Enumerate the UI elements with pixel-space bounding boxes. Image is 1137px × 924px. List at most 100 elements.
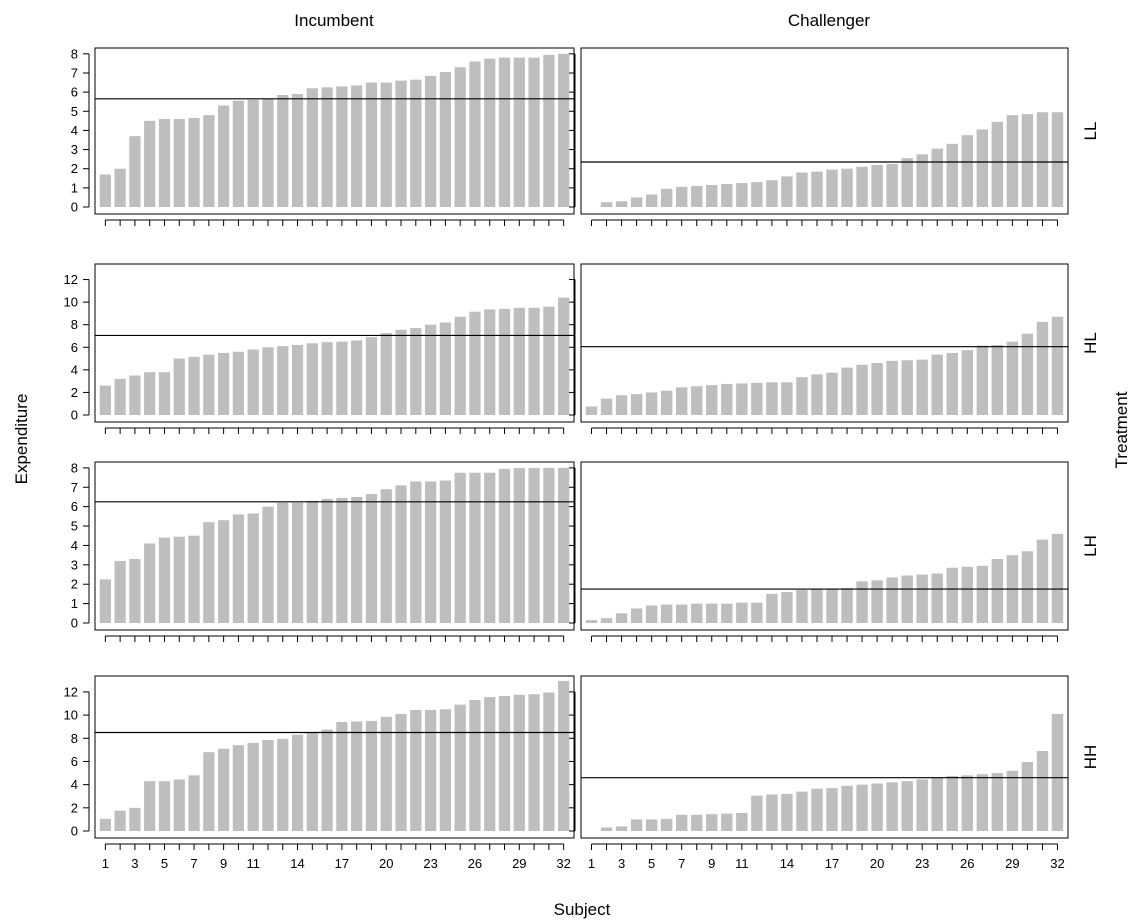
bar (961, 566, 973, 623)
bar (218, 520, 230, 623)
bar (498, 695, 511, 831)
y-tick-label: 10 (64, 708, 78, 723)
bar (129, 136, 141, 207)
bar (1036, 112, 1049, 207)
bar (439, 709, 451, 831)
bar (188, 117, 200, 207)
bar (796, 791, 808, 831)
bar (781, 793, 793, 831)
bar (1021, 762, 1034, 831)
bar (871, 580, 883, 623)
bar (439, 72, 451, 208)
bar (691, 814, 703, 831)
panel-frame (580, 47, 1069, 215)
bar (365, 494, 378, 623)
bar (856, 166, 868, 207)
bar (706, 184, 718, 207)
y-tick-label: 8 (71, 317, 78, 332)
bar (916, 154, 928, 207)
bar (1006, 341, 1019, 415)
bar (736, 813, 748, 831)
bar (901, 575, 913, 623)
x-tick-label: 11 (735, 856, 749, 871)
x-tick-label: 26 (960, 856, 974, 871)
bar (247, 742, 259, 831)
bar (484, 697, 496, 832)
bar (410, 328, 422, 415)
bar (528, 694, 540, 831)
bar (871, 783, 883, 831)
x-tick-label: 23 (915, 856, 929, 871)
x-tick-label: 1 (102, 856, 109, 871)
bar (188, 535, 200, 623)
x-tick-label: 3 (618, 856, 625, 871)
bar (1021, 333, 1034, 415)
x-tick-label: 7 (190, 856, 197, 871)
y-tick-label: 0 (71, 200, 78, 215)
bar (676, 814, 688, 831)
bar (751, 602, 763, 623)
bar (600, 202, 613, 207)
bar (543, 467, 555, 623)
y-tick-label: 3 (71, 142, 78, 157)
bar (916, 359, 928, 415)
bar (99, 385, 111, 415)
panel-lh-challenger: LH (569, 461, 1100, 642)
y-tick-label: 7 (71, 65, 78, 80)
bar (781, 382, 793, 415)
bar (365, 720, 378, 831)
bar (262, 740, 274, 831)
bar (439, 322, 451, 415)
bar (410, 709, 422, 832)
bar (691, 386, 703, 415)
bar (886, 163, 898, 207)
bar (232, 351, 245, 415)
x-tick-label: 29 (512, 856, 526, 871)
bar (513, 467, 525, 623)
bar (424, 324, 437, 415)
y-tick-label: 8 (71, 731, 78, 746)
bar (144, 120, 156, 207)
bar (114, 560, 126, 623)
bar (247, 513, 259, 623)
bar (826, 169, 838, 207)
bar (841, 168, 853, 207)
bar (931, 573, 943, 623)
column-headers: Incumbent Challenger (294, 11, 870, 30)
treatment-strip-label: Treatment (1112, 391, 1131, 468)
x-tick-label: 17 (825, 856, 839, 871)
bar (871, 363, 883, 415)
row-label-ll: LL (1081, 122, 1100, 141)
bar (247, 349, 259, 415)
bar (203, 354, 215, 415)
bar (1051, 713, 1064, 831)
bar (585, 620, 598, 623)
bar (856, 784, 868, 831)
bar (660, 390, 673, 415)
y-tick-label: 2 (71, 577, 78, 592)
bar (543, 692, 555, 831)
bar (262, 98, 274, 207)
bar (826, 788, 838, 831)
x-tick-label: 20 (870, 856, 884, 871)
y-tick-label: 6 (71, 499, 78, 514)
bar (306, 343, 318, 415)
bar (991, 559, 1004, 623)
bar (976, 565, 989, 623)
y-tick-label: 2 (71, 800, 78, 815)
y-tick-label: 1 (71, 596, 78, 611)
bar (781, 176, 793, 207)
panel-frame (580, 675, 1069, 839)
y-tick-label: 6 (71, 754, 78, 769)
bar (158, 372, 171, 415)
x-tick-label: 20 (379, 856, 393, 871)
bar (871, 164, 883, 207)
bar (365, 82, 378, 207)
bar (291, 345, 304, 415)
bar (630, 394, 643, 415)
x-tick-label: 9 (220, 856, 227, 871)
y-tick-label: 3 (71, 557, 78, 572)
bar (766, 794, 778, 831)
bar (630, 608, 643, 623)
